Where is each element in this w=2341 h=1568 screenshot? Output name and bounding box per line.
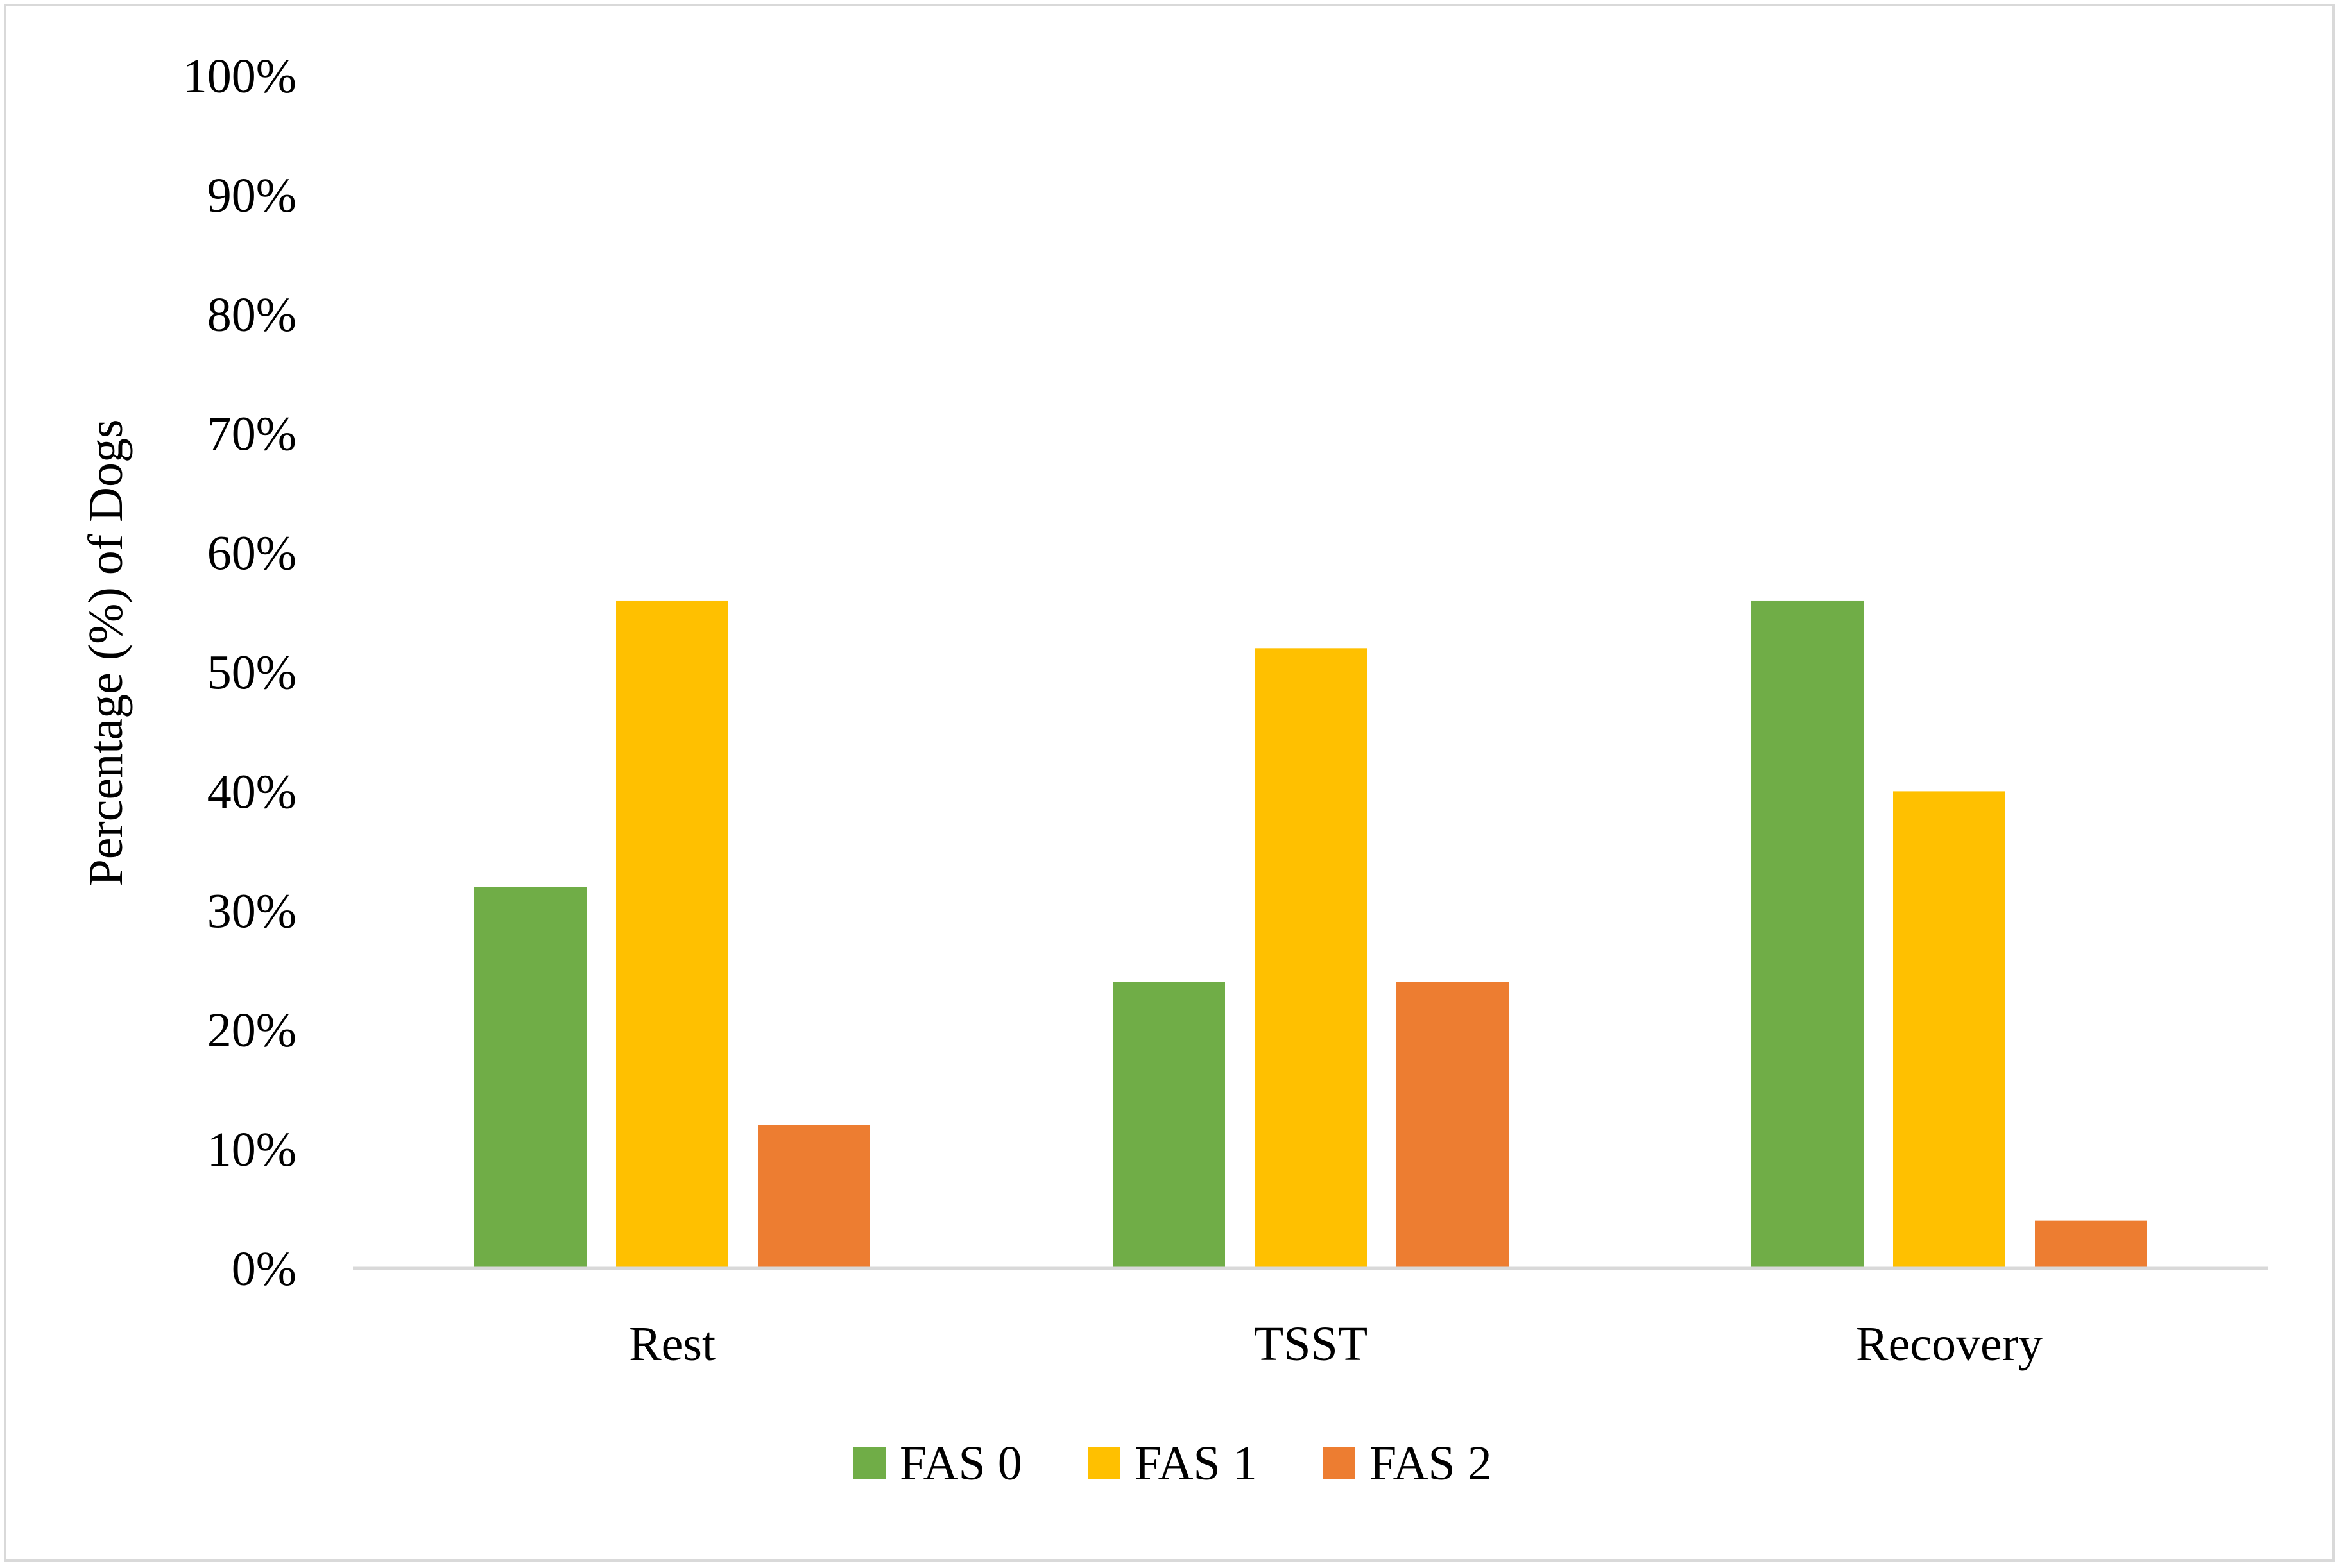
legend-swatch-fas-0 bbox=[853, 1447, 886, 1479]
bar-fas-2-tsst bbox=[1396, 982, 1509, 1268]
bar-fas-0-tsst bbox=[1113, 982, 1225, 1268]
bar-fas-1-recovery bbox=[1893, 791, 2005, 1268]
y-tick-label: 10% bbox=[207, 1123, 296, 1177]
legend-label-fas-0: FAS 0 bbox=[900, 1436, 1022, 1490]
bar-fas-2-rest bbox=[758, 1125, 870, 1268]
legend-label-fas-2: FAS 2 bbox=[1369, 1436, 1492, 1490]
bar-fas-1-tsst bbox=[1255, 648, 1367, 1268]
bar-fas-1-rest bbox=[616, 600, 728, 1269]
y-tick-label: 80% bbox=[207, 288, 296, 342]
legend-label-fas-1: FAS 1 bbox=[1135, 1436, 1257, 1490]
chart-frame bbox=[4, 4, 2335, 1562]
y-axis-tick-labels: 0% 10% 20% 30% 40% 50% 60% 70% 80% 90% 100% bbox=[183, 49, 296, 1296]
y-tick-label: 70% bbox=[207, 407, 296, 461]
bars bbox=[474, 600, 2147, 1269]
bar-fas-0-rest bbox=[474, 887, 587, 1268]
y-tick-label: 30% bbox=[207, 884, 296, 938]
bar-fas-2-recovery bbox=[2035, 1220, 2147, 1268]
x-category-label: TSST bbox=[1254, 1317, 1368, 1371]
x-axis-category-labels: Rest TSST Recovery bbox=[629, 1317, 2043, 1371]
y-axis-title: Percentage (%) of Dogs bbox=[79, 419, 133, 886]
legend: FAS 0 FAS 1 FAS 2 bbox=[853, 1436, 1492, 1490]
x-category-label: Recovery bbox=[1856, 1317, 2043, 1371]
y-tick-label: 50% bbox=[207, 646, 296, 700]
legend-swatch-fas-1 bbox=[1088, 1447, 1120, 1479]
y-tick-label: 90% bbox=[207, 169, 296, 223]
x-category-label: Rest bbox=[629, 1317, 716, 1371]
y-tick-label: 20% bbox=[207, 1003, 296, 1057]
legend-swatch-fas-2 bbox=[1323, 1447, 1355, 1479]
y-tick-label: 40% bbox=[207, 765, 296, 819]
y-tick-label: 60% bbox=[207, 527, 296, 581]
bar-fas-0-recovery bbox=[1751, 600, 1864, 1269]
y-tick-label: 0% bbox=[232, 1242, 296, 1296]
y-tick-label: 100% bbox=[183, 49, 296, 103]
